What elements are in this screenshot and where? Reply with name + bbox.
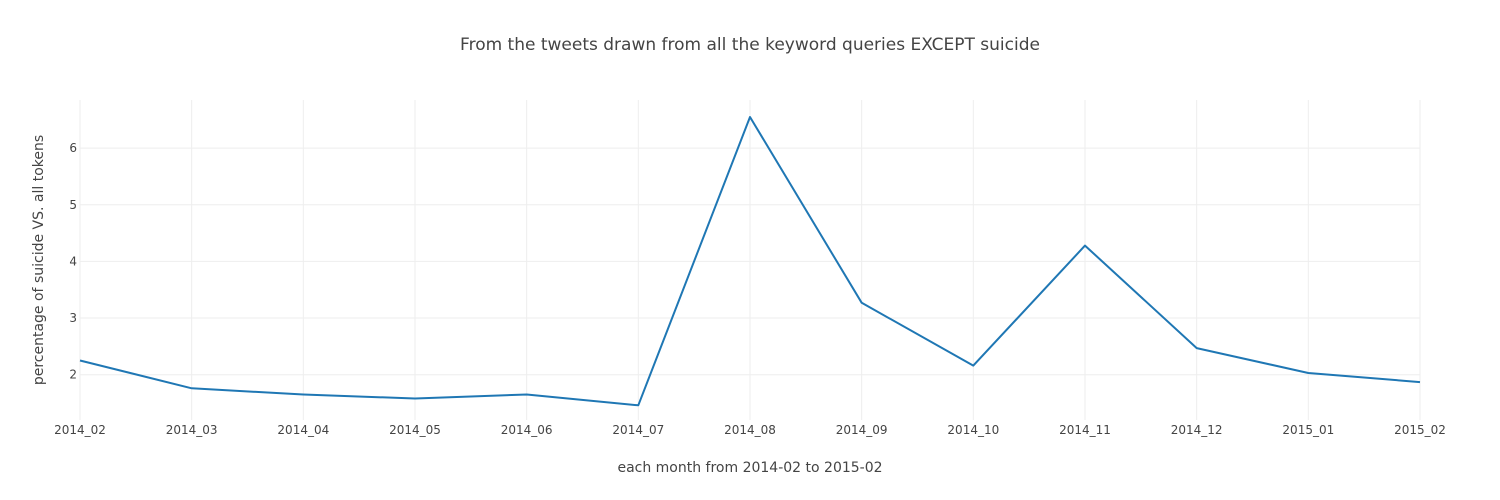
x-tick-label: 2014_10: [947, 423, 999, 437]
y-tick-label: 2: [69, 368, 77, 382]
y-tick-label: 6: [69, 141, 77, 155]
y-tick-label: 5: [69, 198, 77, 212]
y-tick-labels: 2 3 4 5 6: [69, 141, 77, 382]
x-tick-label: 2014_06: [501, 423, 553, 437]
x-tick-label: 2014_05: [389, 423, 441, 437]
x-tick-label: 2014_03: [166, 423, 218, 437]
x-tick-label: 2015_01: [1282, 423, 1334, 437]
chart-title: From the tweets drawn from all the keywo…: [460, 35, 1040, 55]
x-tick-label: 2014_12: [1171, 423, 1223, 437]
x-tick-label: 2014_11: [1059, 423, 1111, 437]
x-axis-title: each month from 2014-02 to 2015-02: [617, 460, 882, 476]
x-tick-labels: 2014_02 2014_03 2014_04 2014_05 2014_06 2014_…: [54, 423, 1446, 437]
x-tick-label: 2014_08: [724, 423, 776, 437]
series-line: [79, 116, 1421, 407]
y-tick-label: 4: [69, 254, 77, 268]
x-tick-label: 2015_02: [1394, 423, 1446, 437]
x-tick-label: 2014_04: [277, 423, 329, 437]
y-gridlines: [80, 147, 1420, 376]
y-tick-label: 3: [69, 311, 77, 325]
x-tick-label: 2014_02: [54, 423, 106, 437]
y-axis-title: percentage of suicide VS. all tokens: [31, 135, 47, 385]
x-tick-label: 2014_07: [612, 423, 664, 437]
x-tick-label: 2014_09: [836, 423, 888, 437]
x-gridlines: [79, 100, 1421, 420]
